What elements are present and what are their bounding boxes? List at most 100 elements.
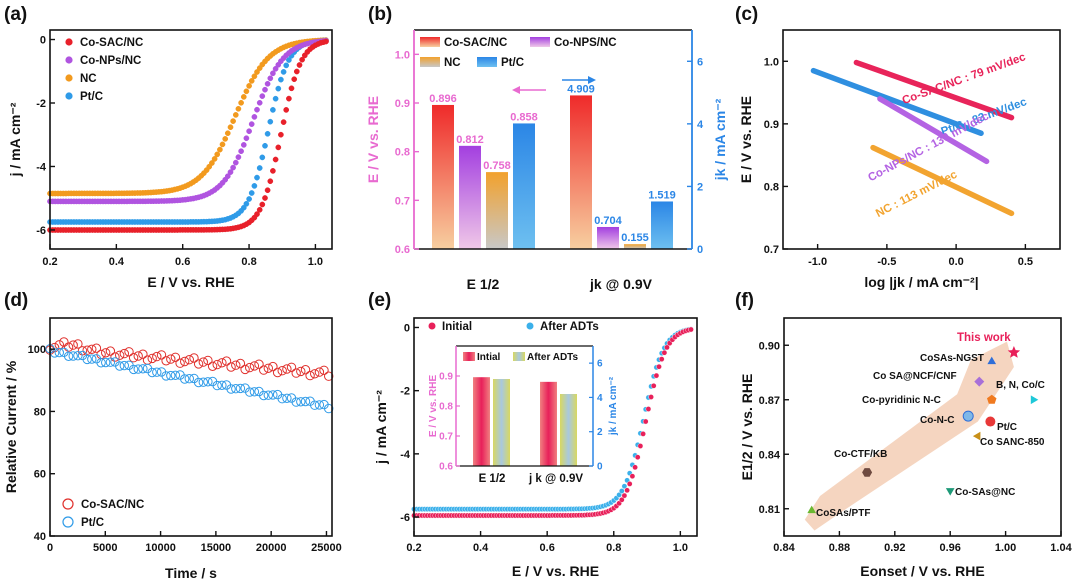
e-xtick-label: 0.6 — [540, 542, 555, 554]
d-series-0-point — [286, 362, 297, 372]
b-label-jk: 1.519 — [648, 189, 676, 201]
e-inset-bar-ehalf-1 — [493, 379, 510, 466]
a-series-1-point — [254, 106, 260, 113]
b-legend-swatch — [420, 57, 440, 67]
d-series-0-point — [184, 355, 195, 365]
b-group-label: E 1/2 — [467, 276, 500, 292]
b-right-tick-label: 0 — [697, 244, 703, 256]
d-series-0-point — [142, 355, 153, 365]
e-legend-label: Initial — [442, 321, 472, 333]
f-ytick-label: 0.87 — [759, 395, 780, 407]
e-series-0-point — [621, 492, 628, 499]
a-series-0-point — [270, 168, 276, 174]
f-ytick-label: 0.90 — [759, 340, 780, 352]
e-legend-label: After ADTs — [540, 321, 599, 333]
a-series-3-point — [280, 69, 287, 75]
a-ytick-label: -6 — [36, 225, 46, 237]
f-point-label: B, N, Co/C — [996, 380, 1045, 391]
a-series-2-point — [227, 124, 234, 131]
a-legend-label: Co-NPs/NC — [80, 55, 141, 67]
a-legend-marker — [65, 56, 73, 64]
e-inset-legend-label: Intial — [477, 352, 501, 363]
b-bar-jk-0 — [570, 95, 592, 249]
a-series-1-point — [248, 121, 255, 127]
c-ytick-label: 1.0 — [764, 56, 779, 68]
d-ytick-label: 60 — [34, 469, 46, 481]
e-series-0-point — [642, 418, 649, 425]
d-legend-marker — [62, 498, 74, 510]
d-series-0-point — [226, 362, 236, 372]
f-point-2 — [974, 376, 985, 387]
d-series-0-point — [128, 353, 139, 363]
d-series-0-point — [305, 370, 315, 381]
a-series-1-point — [270, 70, 276, 77]
d-series-0-point — [314, 367, 325, 377]
a-xtick-label: 0.6 — [175, 256, 190, 268]
c-ytick-label: 0.7 — [764, 244, 779, 256]
a-series-2-point — [240, 94, 247, 100]
panel-a: 0.2 0.4 0.6 0.8 1.0 0 -2 -4 -6 E / V vs. RHE j / m… — [4, 4, 333, 290]
a-series-2-point — [217, 146, 223, 153]
d-legend-marker — [62, 516, 74, 528]
d-series-0-point — [277, 366, 287, 376]
e-ylabel: j / mA cm⁻² — [373, 390, 389, 465]
a-series-1-point — [235, 154, 242, 160]
f-point-9 — [945, 488, 955, 496]
d-series-1-point — [147, 367, 157, 378]
a-ytick-label: -2 — [36, 98, 46, 110]
a-series-0-point — [283, 107, 290, 113]
f-xtick-label: 1.00 — [995, 542, 1016, 554]
a-series-1-point — [246, 128, 252, 135]
d-series-1-point — [282, 393, 292, 403]
f-xtick-label: 0.96 — [939, 542, 960, 554]
f-point-0 — [1007, 346, 1021, 358]
f-point-label: Co-CTF/KB — [834, 449, 887, 460]
d-series-1-point — [217, 380, 227, 390]
d-series-0-point — [180, 356, 190, 367]
a-series-0-point — [259, 201, 266, 208]
d-series-1-point — [73, 351, 83, 361]
d-series-1-point — [249, 387, 260, 397]
a-series-2-point — [214, 151, 221, 158]
a-series-1-point — [259, 93, 266, 99]
d-xtick-label: 5000 — [93, 542, 117, 554]
a-series-2-point — [230, 118, 236, 124]
e-ytick-label: -2 — [400, 386, 410, 398]
a-xtick-label: 0.4 — [109, 256, 125, 268]
a-series-3-point — [262, 142, 268, 149]
a-series-1-point — [272, 65, 279, 72]
a-series-0-point — [280, 119, 287, 125]
b-bar-jk-2 — [624, 244, 646, 249]
panel-f: This work CoSAs-NGST Co SA@NCF/CNF B, N, Co… — [735, 290, 1073, 579]
f-xtick-label: 0.92 — [884, 542, 905, 554]
panel-e-label: (e) — [368, 290, 391, 311]
a-series-2-point — [238, 99, 244, 106]
f-ytick-label: 0.84 — [759, 449, 781, 461]
a-series-3-point — [256, 165, 263, 171]
a-series-0-point — [262, 195, 268, 201]
d-xtick-label: 15000 — [201, 542, 232, 554]
b-legend-label: Co-SAC/NC — [444, 37, 507, 49]
panel-b-label: (b) — [368, 4, 392, 25]
d-series-0-point — [249, 361, 260, 371]
e-inset: 0.6 0.7 0.8 0.9 0 2 4 6 E / V vs. RHE jk / mA cm⁻… — [428, 345, 619, 485]
d-series-0-point — [175, 358, 185, 368]
f-frame — [783, 317, 1062, 537]
a-series-2-point — [254, 69, 260, 75]
d-series-1-point — [226, 384, 236, 394]
d-series-0-point — [138, 349, 148, 359]
e-series-0-point — [634, 454, 641, 461]
e-frame — [413, 317, 698, 537]
d-series-1-point — [82, 354, 92, 365]
d-series-0-point — [240, 364, 250, 375]
b-left-tick-label: 0.8 — [395, 147, 410, 159]
a-series-2-point — [209, 160, 215, 166]
e-series-0-point — [656, 363, 662, 370]
b-left-tick-label: 1.0 — [395, 49, 410, 61]
d-series-1-point — [259, 390, 269, 401]
a-series-2-point — [232, 112, 239, 118]
d-legend-label: Co-SAC/NC — [81, 499, 144, 511]
a-series-1-point — [262, 86, 268, 93]
d-xtick-label: 10000 — [145, 542, 176, 554]
e-inset-right-tick-label: 4 — [597, 393, 603, 404]
